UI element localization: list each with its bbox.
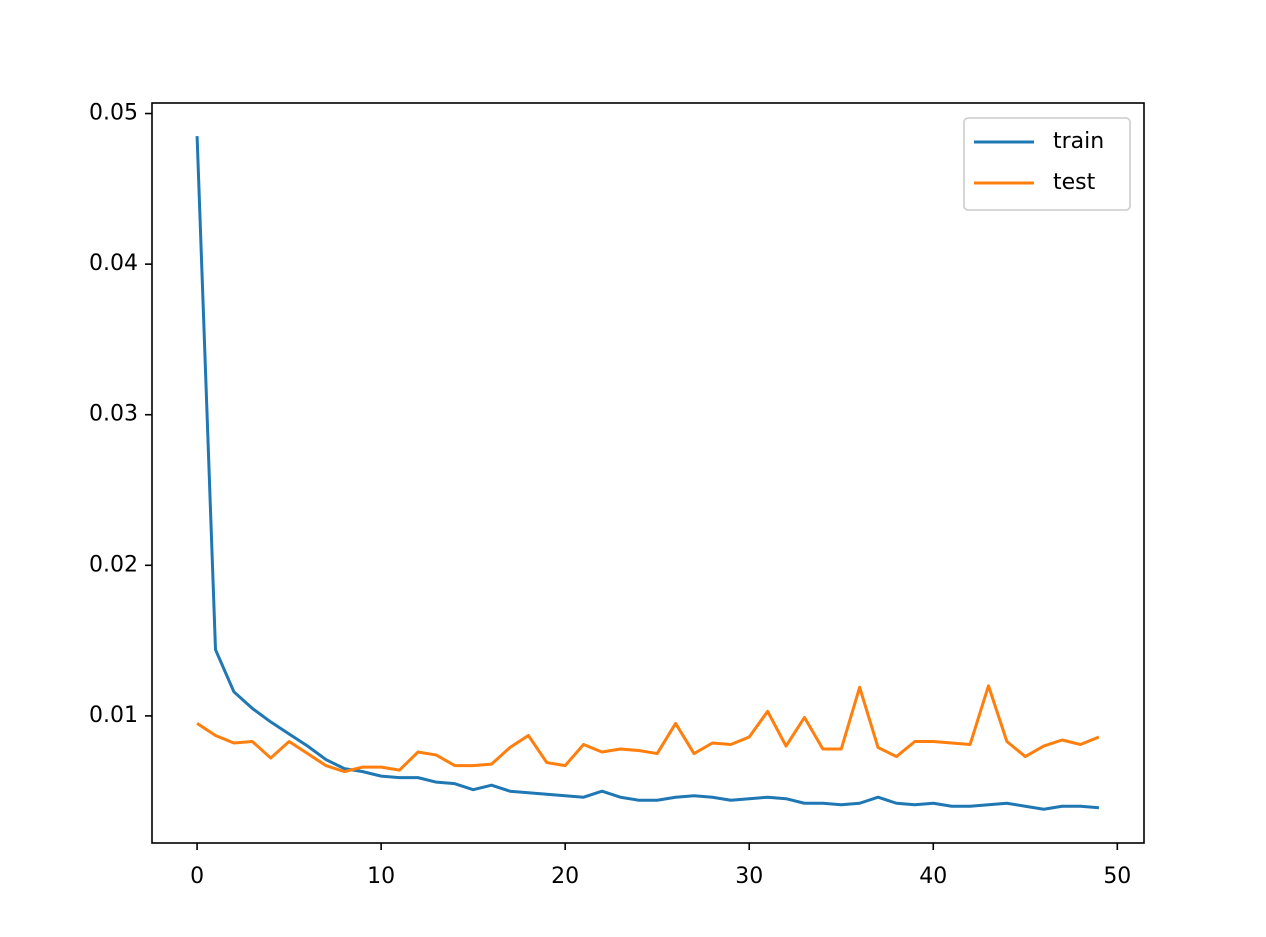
legend-label: test	[1053, 170, 1096, 195]
x-tick-label: 0	[190, 864, 204, 889]
x-tick-label: 40	[919, 864, 947, 889]
legend-label: train	[1053, 129, 1104, 154]
x-tick-label: 20	[551, 864, 579, 889]
y-tick-label: 0.05	[89, 101, 138, 126]
axes-frame	[151, 102, 1145, 844]
y-tick-label: 0.01	[89, 703, 138, 728]
y-tick-label: 0.04	[89, 251, 138, 276]
x-tick-label: 50	[1103, 864, 1131, 889]
y-tick-label: 0.02	[89, 552, 138, 577]
y-tick-label: 0.03	[89, 402, 138, 427]
x-tick-label: 10	[367, 864, 395, 889]
series-line	[195, 136, 1100, 811]
series-line	[196, 684, 1100, 774]
x-tick-label: 30	[735, 864, 763, 889]
legend-box	[963, 117, 1131, 211]
